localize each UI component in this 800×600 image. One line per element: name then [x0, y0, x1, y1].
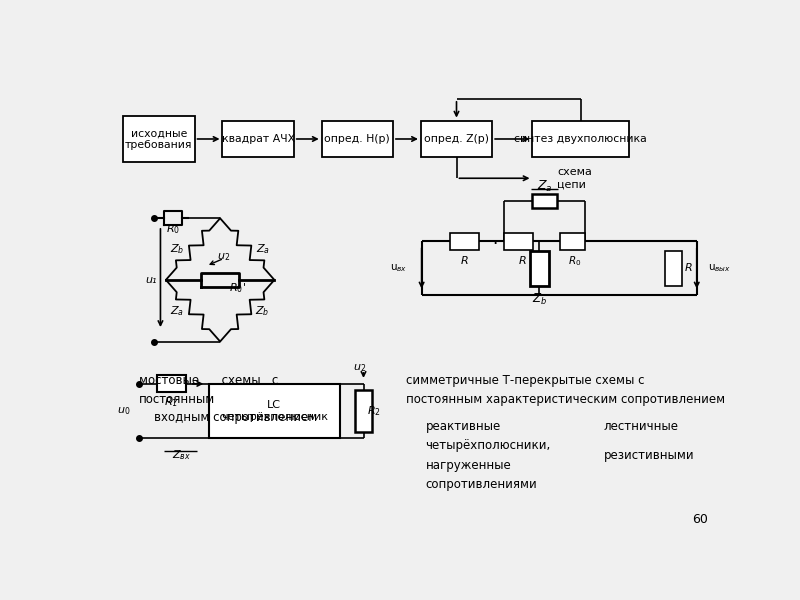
Text: u$_0$: u$_0$ — [118, 405, 131, 416]
Bar — [533, 121, 629, 157]
Text: R$_0$: R$_0$ — [166, 222, 180, 236]
Text: опред. H(p): опред. H(p) — [325, 134, 390, 144]
Text: R$_2$: R$_2$ — [367, 404, 382, 418]
Text: симметричные Т-перекрытые схемы с: симметричные Т-перекрытые схемы с — [406, 374, 645, 387]
Text: u$_{вых}$: u$_{вых}$ — [708, 262, 730, 274]
Text: резистивными: резистивными — [604, 449, 694, 462]
Text: Z$_a$: Z$_a$ — [256, 242, 270, 256]
Text: схема
цепи: схема цепи — [558, 167, 592, 189]
Bar — [504, 233, 534, 250]
Text: постоянным: постоянным — [138, 393, 215, 406]
Text: R$_0$': R$_0$' — [229, 281, 246, 295]
Text: постоянным характеристическим сопротивлением: постоянным характеристическим сопротивле… — [406, 393, 726, 406]
Text: опред. Z(p): опред. Z(p) — [424, 134, 489, 144]
Text: R$_1$: R$_1$ — [164, 395, 178, 409]
Text: четырёхполюсники,: четырёхполюсники, — [426, 439, 550, 452]
Bar — [123, 116, 194, 162]
Text: синтез двухполюсника: синтез двухполюсника — [514, 134, 647, 144]
Bar — [450, 233, 479, 250]
Text: u$_2$: u$_2$ — [218, 251, 230, 263]
Bar — [209, 384, 340, 438]
Text: Z$_b$: Z$_b$ — [170, 242, 185, 256]
Text: мостовые      схемы   с: мостовые схемы с — [138, 374, 278, 387]
Text: сопротивлениями: сопротивлениями — [426, 478, 538, 491]
Bar — [665, 251, 682, 286]
Text: LC
четырёхполюсник: LC четырёхполюсник — [221, 400, 328, 422]
Text: ·: · — [493, 235, 498, 253]
Bar — [560, 233, 585, 250]
Text: лестничные: лестничные — [604, 420, 678, 433]
Text: исходные
требования: исходные требования — [125, 128, 193, 150]
Text: u$_{вх}$: u$_{вх}$ — [390, 262, 408, 274]
Bar — [157, 376, 186, 392]
Text: входным сопротивлением: входным сопротивлением — [138, 411, 317, 424]
Bar — [355, 389, 372, 432]
Text: R: R — [685, 263, 693, 274]
Text: R$_0$: R$_0$ — [567, 254, 581, 268]
Text: 60: 60 — [693, 514, 708, 526]
Text: u₁: u₁ — [146, 275, 157, 285]
Text: квадрат АЧХ: квадрат АЧХ — [222, 134, 294, 144]
Text: R: R — [518, 256, 526, 266]
Bar — [532, 194, 557, 208]
Text: нагруженные: нагруженные — [426, 458, 511, 472]
Text: R: R — [460, 256, 468, 266]
Bar — [421, 121, 492, 157]
Text: u$_2$: u$_2$ — [353, 362, 366, 374]
Text: Z$_b$: Z$_b$ — [532, 292, 547, 307]
Text: Z$_a$: Z$_a$ — [170, 304, 185, 317]
Text: реактивные: реактивные — [426, 420, 501, 433]
Text: Z$_{вх}$: Z$_{вх}$ — [172, 448, 191, 461]
Bar — [222, 121, 294, 157]
Text: Z$_a$: Z$_a$ — [537, 178, 552, 194]
Text: Z$_b$: Z$_b$ — [255, 304, 270, 317]
Bar — [530, 251, 549, 286]
Bar — [322, 121, 393, 157]
